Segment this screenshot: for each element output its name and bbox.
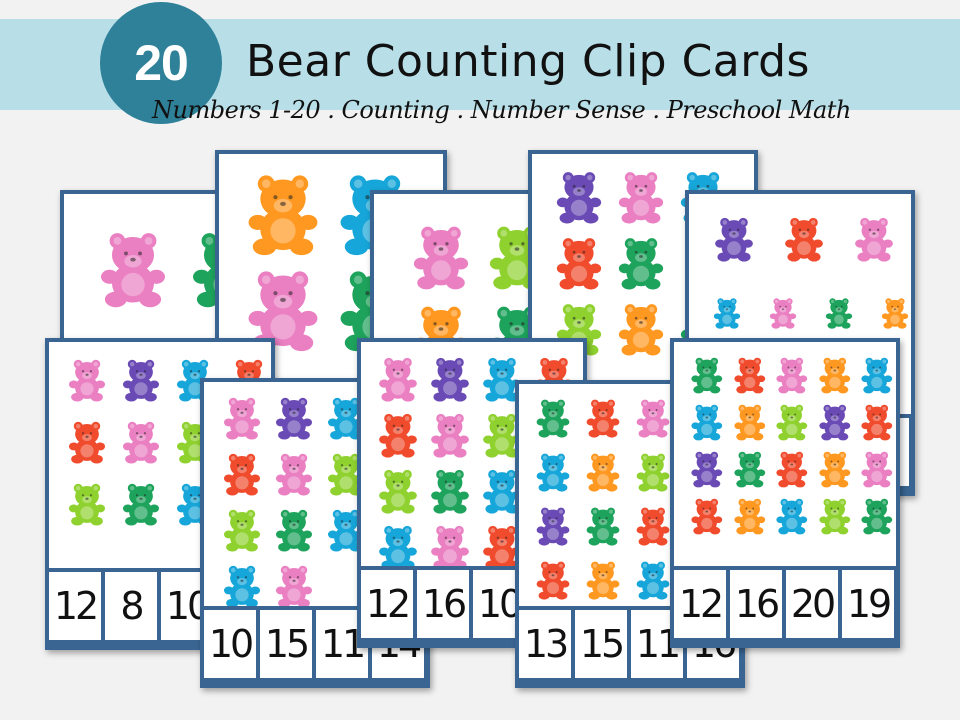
bear-lime-icon xyxy=(633,452,673,492)
bear-red-icon xyxy=(633,506,673,546)
bear-orange-icon xyxy=(614,302,668,356)
bear-row xyxy=(688,450,896,488)
count-text: 20 xyxy=(134,35,189,91)
bear-purple-icon xyxy=(272,396,316,440)
bear-blue-icon xyxy=(533,452,573,492)
bear-green-icon xyxy=(614,236,668,290)
bear-orange-icon xyxy=(816,450,854,488)
bear-green-icon xyxy=(583,506,623,546)
bear-pink-icon xyxy=(272,564,316,608)
bear-pink-icon xyxy=(427,524,473,570)
bear-purple-icon xyxy=(688,450,726,488)
bear-orange-icon xyxy=(583,452,623,492)
bear-green-icon xyxy=(858,497,896,535)
bear-blue-icon xyxy=(220,564,264,608)
bear-pink-icon xyxy=(220,396,264,440)
bear-orange-icon xyxy=(731,497,769,535)
bear-lime-icon xyxy=(773,403,811,441)
bear-green-icon xyxy=(533,398,573,438)
bear-red-icon xyxy=(220,452,264,496)
bear-row xyxy=(688,356,896,394)
bear-pink-icon xyxy=(633,398,673,438)
bear-green-icon xyxy=(119,480,163,528)
bear-red-icon xyxy=(65,418,109,466)
bear-orange-icon xyxy=(731,403,769,441)
bear-red-icon xyxy=(731,356,769,394)
answer-choice[interactable]: 8 xyxy=(105,572,157,640)
count-badge: 20 xyxy=(100,2,222,124)
answer-strip: 12 16 20 19 xyxy=(674,566,896,644)
clip-card: 12 16 20 19 xyxy=(670,338,900,648)
bear-green-icon xyxy=(823,290,855,336)
bear-blue-icon xyxy=(711,290,743,336)
bear-blue-icon xyxy=(773,497,811,535)
bear-green-icon xyxy=(272,508,316,552)
bear-blue-icon xyxy=(688,403,726,441)
answer-choice[interactable]: 12 xyxy=(361,570,413,638)
answer-choice[interactable]: 20 xyxy=(786,570,838,638)
bear-purple-icon xyxy=(816,403,854,441)
bear-orange-icon xyxy=(879,290,911,336)
bear-red-icon xyxy=(583,398,623,438)
bear-green-icon xyxy=(427,468,473,514)
bear-green-icon xyxy=(688,356,726,394)
bear-pink-icon xyxy=(614,170,668,224)
bear-pink-icon xyxy=(65,356,109,404)
bear-pink-icon xyxy=(858,450,896,488)
bear-red-icon xyxy=(552,236,606,290)
answer-choice[interactable]: 15 xyxy=(575,610,627,678)
answer-choice[interactable]: 12 xyxy=(674,570,726,638)
page-subtitle: Numbers 1-20 . Counting . Number Sense .… xyxy=(152,96,851,124)
bear-grid xyxy=(689,194,911,336)
bear-orange-icon xyxy=(241,172,325,256)
bear-green-icon xyxy=(731,450,769,488)
bear-lime-icon xyxy=(65,480,109,528)
bear-lime-icon xyxy=(220,508,264,552)
bear-orange-icon xyxy=(583,560,623,600)
bear-row xyxy=(711,290,911,336)
bear-blue-icon xyxy=(633,560,673,600)
bear-blue-icon xyxy=(375,524,421,570)
bear-red-icon xyxy=(858,403,896,441)
answer-choice[interactable]: 16 xyxy=(730,570,782,638)
bear-purple-icon xyxy=(427,356,473,402)
bear-pink-icon xyxy=(851,216,897,262)
bear-purple-icon xyxy=(533,506,573,546)
bear-red-icon xyxy=(533,560,573,600)
bear-pink-icon xyxy=(272,452,316,496)
bear-red-icon xyxy=(688,497,726,535)
answer-choice[interactable]: 12 xyxy=(49,572,101,640)
page-title: Bear Counting Clip Cards xyxy=(246,36,810,87)
bear-red-icon xyxy=(773,450,811,488)
bear-purple-icon xyxy=(711,216,757,262)
answer-choice[interactable]: 10 xyxy=(204,610,256,678)
answer-choice[interactable]: 19 xyxy=(842,570,894,638)
bear-purple-icon xyxy=(552,170,606,224)
bear-red-icon xyxy=(781,216,827,262)
bear-row xyxy=(688,403,896,441)
bear-orange-icon xyxy=(816,356,854,394)
bear-pink-icon xyxy=(767,290,799,336)
bear-grid xyxy=(674,342,896,535)
bear-row xyxy=(688,497,896,535)
bear-pink-icon xyxy=(427,412,473,458)
bear-pink-icon xyxy=(375,356,421,402)
bear-blue-icon xyxy=(858,356,896,394)
bear-lime-icon xyxy=(375,468,421,514)
bear-row xyxy=(711,216,911,262)
bear-pink-icon xyxy=(408,224,474,290)
answer-choice[interactable]: 16 xyxy=(417,570,469,638)
bear-pink-icon xyxy=(773,356,811,394)
bear-lime-icon xyxy=(816,497,854,535)
bear-pink-icon xyxy=(119,418,163,466)
answer-choice[interactable]: 13 xyxy=(519,610,571,678)
bear-pink-icon xyxy=(94,230,172,308)
answer-choice[interactable]: 15 xyxy=(260,610,312,678)
bear-purple-icon xyxy=(119,356,163,404)
bear-red-icon xyxy=(375,412,421,458)
